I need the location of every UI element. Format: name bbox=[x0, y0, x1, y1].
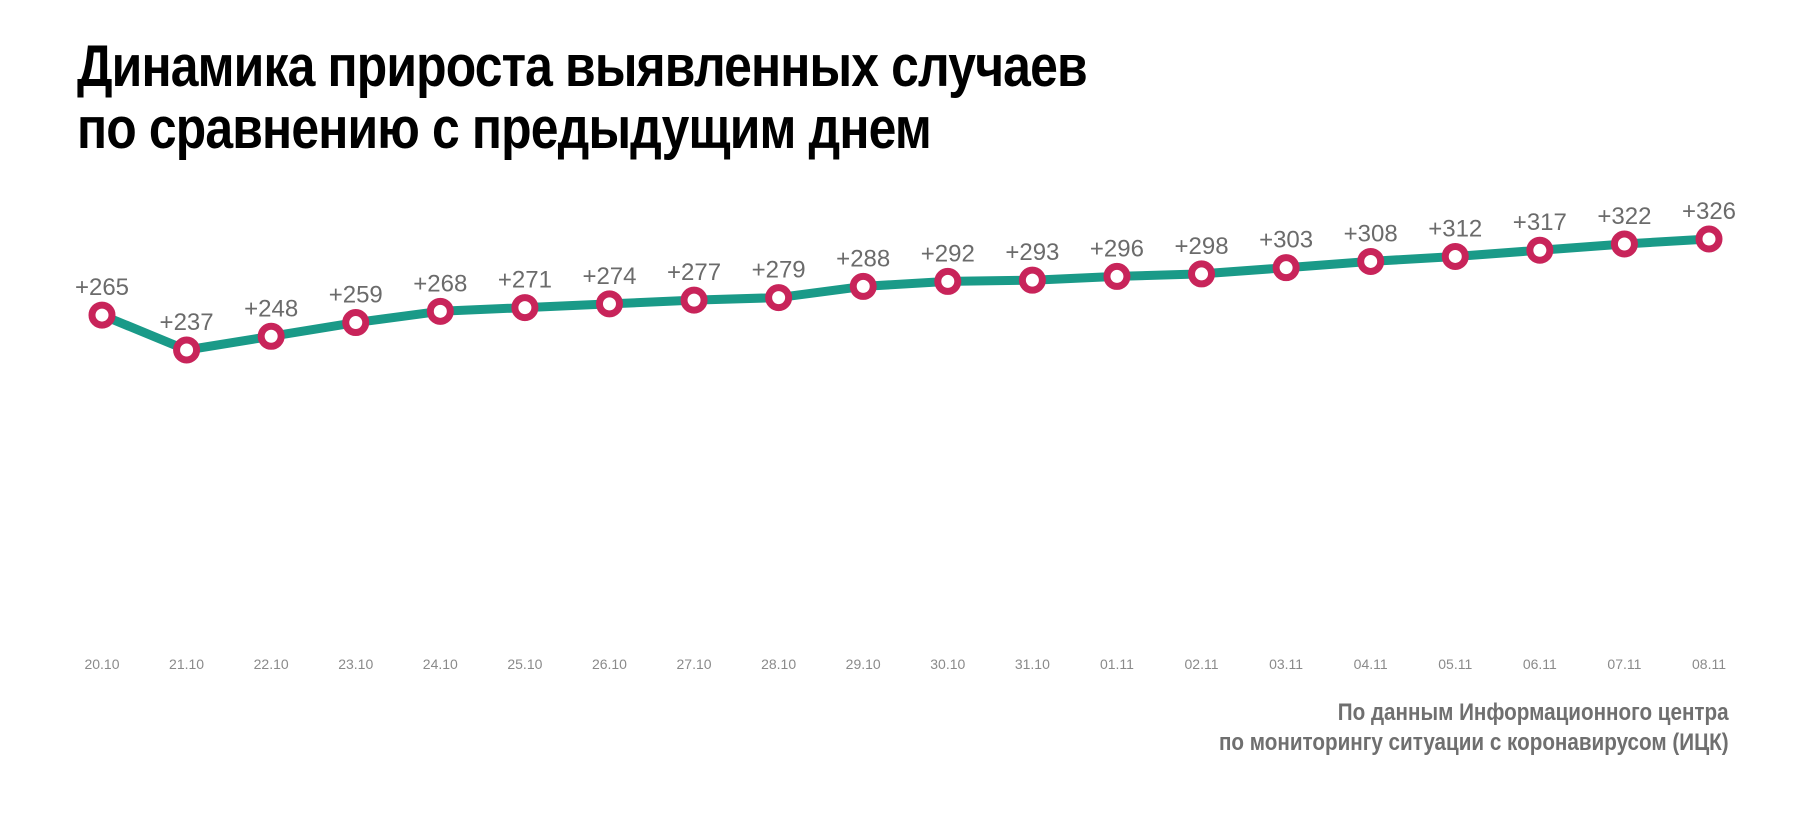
x-tick-label: 25.10 bbox=[507, 656, 542, 672]
x-tick-label: 02.11 bbox=[1185, 656, 1219, 672]
data-point bbox=[257, 322, 285, 350]
x-tick-label: 20.10 bbox=[84, 656, 119, 672]
data-point bbox=[1357, 247, 1385, 275]
source-line1: По данным Информационного центра bbox=[1338, 699, 1729, 726]
data-label: +277 bbox=[667, 259, 721, 286]
data-point bbox=[765, 284, 793, 312]
data-point bbox=[934, 267, 962, 295]
x-tick-label: 26.10 bbox=[592, 656, 627, 672]
data-point bbox=[342, 309, 370, 337]
data-point bbox=[849, 272, 877, 300]
data-point bbox=[1103, 262, 1131, 290]
x-tick-label: 22.10 bbox=[254, 656, 289, 672]
data-label: +237 bbox=[160, 309, 214, 336]
x-tick-label: 06.11 bbox=[1523, 656, 1557, 672]
x-tick-label: 21.10 bbox=[169, 656, 204, 672]
data-point bbox=[680, 286, 708, 314]
data-point bbox=[1610, 230, 1638, 258]
data-label: +322 bbox=[1597, 203, 1651, 230]
x-tick-label: 29.10 bbox=[846, 656, 881, 672]
data-label: +271 bbox=[498, 267, 552, 294]
data-label: +265 bbox=[75, 274, 129, 301]
data-point bbox=[173, 336, 201, 364]
data-label: +312 bbox=[1428, 215, 1482, 242]
data-point bbox=[426, 297, 454, 325]
data-label: +292 bbox=[921, 240, 975, 267]
x-tick-label: 23.10 bbox=[338, 656, 373, 672]
x-tick-label: 07.11 bbox=[1607, 656, 1641, 672]
data-point bbox=[1018, 266, 1046, 294]
x-tick-label: 30.10 bbox=[930, 656, 965, 672]
chart-title: Динамика прироста выявленных случаев по … bbox=[77, 34, 1088, 161]
data-point bbox=[1695, 225, 1723, 253]
data-label: +279 bbox=[752, 257, 806, 284]
x-tick-label: 03.11 bbox=[1269, 656, 1303, 672]
x-tick-label: 27.10 bbox=[677, 656, 712, 672]
data-point bbox=[595, 290, 623, 318]
series-line bbox=[97, 234, 1714, 355]
source-note: По данным Информационного центра по мони… bbox=[1219, 698, 1729, 758]
data-label: +308 bbox=[1344, 220, 1398, 247]
data-label: +259 bbox=[329, 282, 383, 309]
data-point bbox=[88, 301, 116, 329]
data-label: +317 bbox=[1513, 209, 1567, 236]
chart-title-line1: Динамика прироста выявленных случаев bbox=[77, 34, 1088, 99]
data-point bbox=[511, 294, 539, 322]
x-tick-label: 24.10 bbox=[423, 656, 458, 672]
x-tick-label: 08.11 bbox=[1692, 656, 1726, 672]
data-point bbox=[1441, 242, 1469, 270]
data-label: +268 bbox=[413, 270, 467, 297]
x-tick-label: 01.11 bbox=[1100, 656, 1134, 672]
data-point bbox=[1526, 236, 1554, 264]
data-point bbox=[1272, 254, 1300, 282]
data-label: +296 bbox=[1090, 235, 1144, 262]
data-label: +303 bbox=[1259, 227, 1313, 254]
data-label: +326 bbox=[1682, 198, 1736, 225]
data-point bbox=[1188, 260, 1216, 288]
x-tick-label: 31.10 bbox=[1015, 656, 1050, 672]
x-tick-label: 05.11 bbox=[1438, 656, 1472, 672]
data-label: +274 bbox=[582, 263, 636, 290]
source-line2: по мониторингу ситуации с коронавирусом … bbox=[1219, 729, 1729, 756]
data-label: +248 bbox=[244, 295, 298, 322]
chart-title-line2: по сравнению с предыдущим днем bbox=[77, 96, 932, 161]
data-label: +298 bbox=[1174, 233, 1228, 260]
x-tick-label: 28.10 bbox=[761, 656, 796, 672]
data-label: +288 bbox=[836, 245, 890, 272]
x-tick-label: 04.11 bbox=[1354, 656, 1388, 672]
data-label: +293 bbox=[1005, 239, 1059, 266]
